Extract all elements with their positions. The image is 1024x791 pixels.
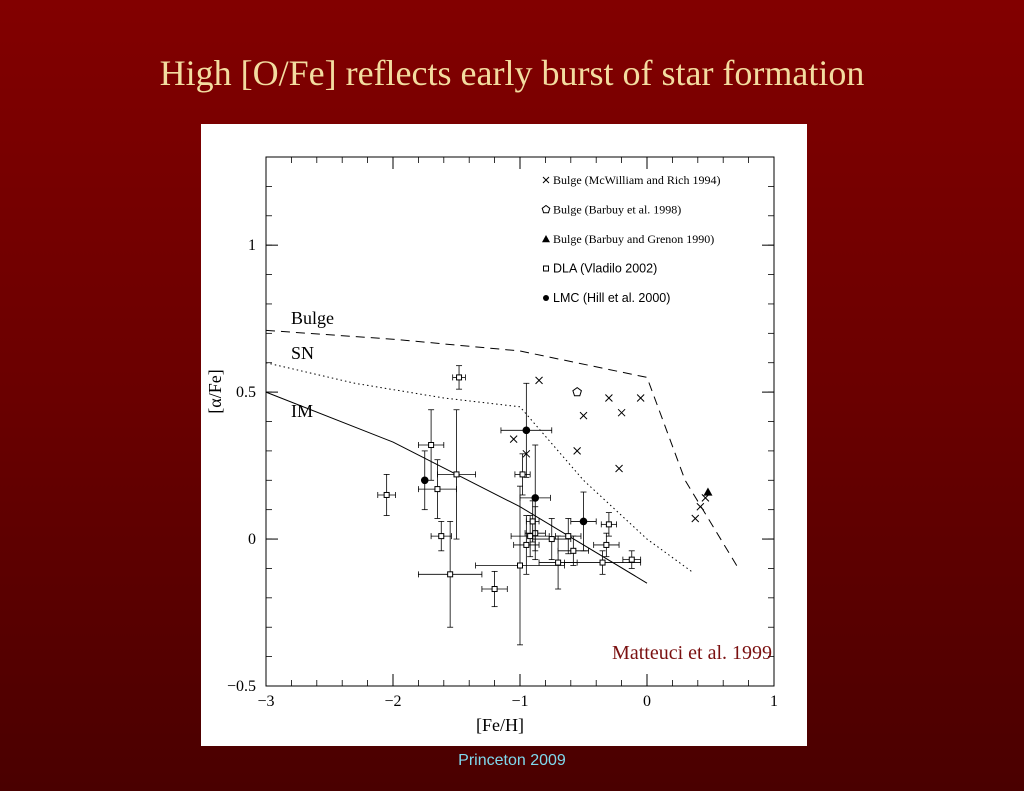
data-point-cross — [696, 502, 705, 511]
legend-label: DLA (Vladilo 2002) — [553, 262, 657, 276]
x-tick-label: 0 — [643, 693, 651, 710]
y-axis-label: [α/Fe] — [205, 369, 225, 413]
legend-label: Bulge (Barbuy et al. 1998) — [553, 203, 681, 217]
data-point-filled-circle — [570, 491, 597, 552]
x-tick-label: −3 — [257, 693, 274, 710]
data-point-square — [452, 365, 466, 390]
data-point-square — [532, 518, 572, 561]
data-point-cross — [617, 408, 626, 417]
data-point-filled-circle — [420, 450, 429, 511]
x-tick-label: 1 — [770, 693, 778, 710]
data-point-square — [593, 532, 620, 558]
data-point-square — [564, 550, 642, 575]
data-point-cross — [636, 394, 645, 402]
data-point-cross — [579, 411, 588, 420]
data-point-square — [377, 473, 396, 516]
legend-label: Bulge (McWilliam and Rich 1994) — [553, 173, 720, 187]
y-tick-label: 0 — [248, 531, 256, 548]
data-point-cross — [573, 447, 582, 455]
y-tick-label: 0.5 — [236, 384, 256, 401]
legend-entry: Bulge (McWilliam and Rich 1994) — [542, 173, 720, 187]
data-point-square — [437, 409, 476, 540]
curve-label-bulge: Bulge — [291, 308, 334, 328]
y-tick-label: 1 — [248, 237, 256, 254]
data-point-square — [430, 521, 452, 552]
credit-text: Matteuci et al. 1999 — [612, 642, 772, 664]
legend-entry: Bulge (Barbuy et al. 1998) — [541, 203, 681, 217]
scatter-chart: −3 −2 −1 0 1 −0.5 0 0.5 1 Bulge SN IM Bulge (McWil… — [205, 156, 778, 735]
data-point-square — [514, 453, 531, 496]
curve-label-im: IM — [291, 401, 313, 421]
legend-label: Bulge (Barbuy and Grenon 1990) — [553, 232, 714, 246]
data-point-square — [557, 535, 589, 566]
data-point-cross — [615, 464, 623, 473]
legend-label: LMC (Hill et al. 2000) — [553, 291, 670, 305]
data-point-square — [555, 518, 582, 555]
data-point-triangle — [703, 487, 713, 496]
data-point-square — [622, 550, 642, 569]
data-point-square — [475, 485, 565, 646]
data-point-filled-circle — [500, 382, 553, 478]
data-point-square — [481, 570, 508, 608]
figure-panel: −3 −2 −1 0 1 −0.5 0 0.5 1 Bulge SN IM Bulge (McWil… — [201, 124, 807, 746]
y-tick-label: −0.5 — [227, 678, 256, 695]
curve-label-sn: SN — [291, 343, 314, 363]
data-point-square — [600, 512, 617, 537]
legend-entry: Bulge (Barbuy and Grenon 1990) — [542, 232, 714, 246]
data-point-cross — [535, 376, 543, 385]
data-point-square — [417, 521, 483, 628]
data-point-cross — [509, 435, 518, 443]
data-point-square — [417, 409, 445, 481]
curve-bulge — [265, 329, 739, 569]
data-point-cross — [691, 514, 700, 523]
x-tick-label: −2 — [384, 693, 401, 710]
slide-title: High [O/Fe] reflects early burst of star… — [159, 53, 865, 93]
data-point-filled-circle — [519, 444, 551, 552]
footer-text: Princeton 2009 — [458, 752, 566, 769]
curve-sn — [265, 362, 692, 572]
x-axis-label: [Fe/H] — [476, 715, 524, 735]
x-tick-label: −1 — [511, 693, 528, 710]
data-point-pentagon — [572, 386, 582, 397]
legend-entry: LMC (Hill et al. 2000) — [543, 291, 670, 305]
legend-entry: DLA (Vladilo 2002) — [543, 262, 657, 276]
data-point-cross — [605, 394, 613, 402]
data-point-square — [513, 515, 540, 575]
